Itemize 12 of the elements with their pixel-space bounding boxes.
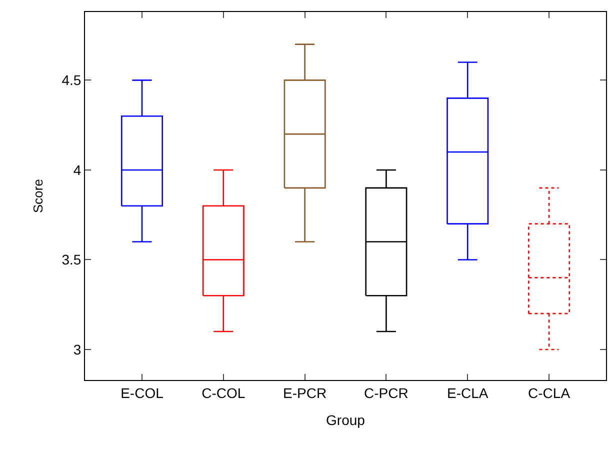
- x-axis-title: Group: [326, 412, 366, 428]
- y-tick-label: 3.5: [62, 252, 82, 268]
- y-tick-label: 3: [73, 341, 82, 358]
- x-tick-label: E-CLA: [446, 384, 489, 401]
- x-tick-label: C-CLA: [528, 384, 571, 401]
- y-tick-label: 4: [73, 162, 82, 178]
- y-tick-label: 4.5: [62, 72, 82, 88]
- x-tick-label: C-COL: [202, 384, 246, 401]
- x-tick-label: E-PCR: [283, 384, 327, 401]
- x-tick-label: E-COL: [120, 384, 164, 401]
- x-tick-label: C-PCR: [364, 384, 408, 401]
- y-axis-title: Score: [30, 179, 46, 213]
